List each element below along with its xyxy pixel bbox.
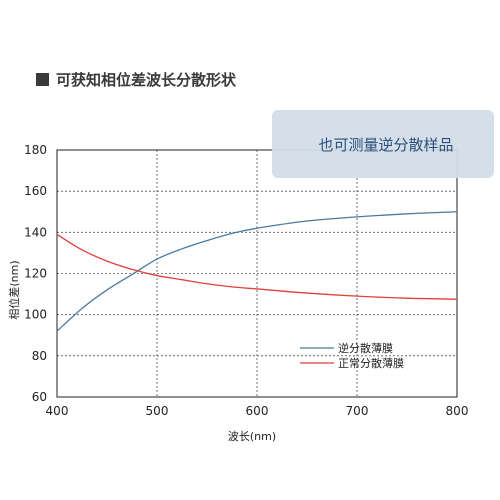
series-lines — [56, 211, 458, 332]
plot-border — [56, 149, 458, 398]
legend: 逆分散薄膜 正常分散薄膜 — [300, 341, 404, 370]
chart-title: 可获知相位差波长分散形状 — [56, 71, 237, 89]
x-tick-label: 400 — [46, 404, 69, 418]
x-axis-title: 波长(nm) — [228, 430, 276, 443]
plot-frame — [56, 149, 458, 398]
callout-text: 也可测量逆分散样品 — [318, 136, 453, 154]
y-tick-label: 80 — [32, 349, 47, 363]
tick-labels: 400 500 600 700 800 60 80 100 120 140 160 180 — [24, 143, 468, 418]
x-tick-label: 700 — [346, 404, 369, 418]
y-tick-label: 140 — [24, 225, 47, 239]
y-tick-label: 160 — [24, 184, 47, 198]
y-tick-label: 60 — [32, 390, 47, 404]
grid-lines — [57, 150, 457, 397]
title-bullet-icon — [36, 73, 49, 86]
x-tick-label: 500 — [146, 404, 169, 418]
legend-label-inverse: 逆分散薄膜 — [338, 341, 393, 355]
series-line-0 — [56, 211, 458, 332]
y-tick-label: 100 — [24, 308, 47, 322]
y-tick-label: 120 — [24, 267, 47, 281]
y-tick-label: 180 — [24, 143, 47, 157]
legend-label-normal: 正常分散薄膜 — [338, 356, 404, 370]
x-tick-label: 800 — [446, 404, 469, 418]
y-axis-title: 相位差(nm) — [7, 260, 21, 319]
callout-box — [272, 110, 494, 178]
series-line-1 — [56, 233, 458, 300]
x-tick-label: 600 — [246, 404, 269, 418]
